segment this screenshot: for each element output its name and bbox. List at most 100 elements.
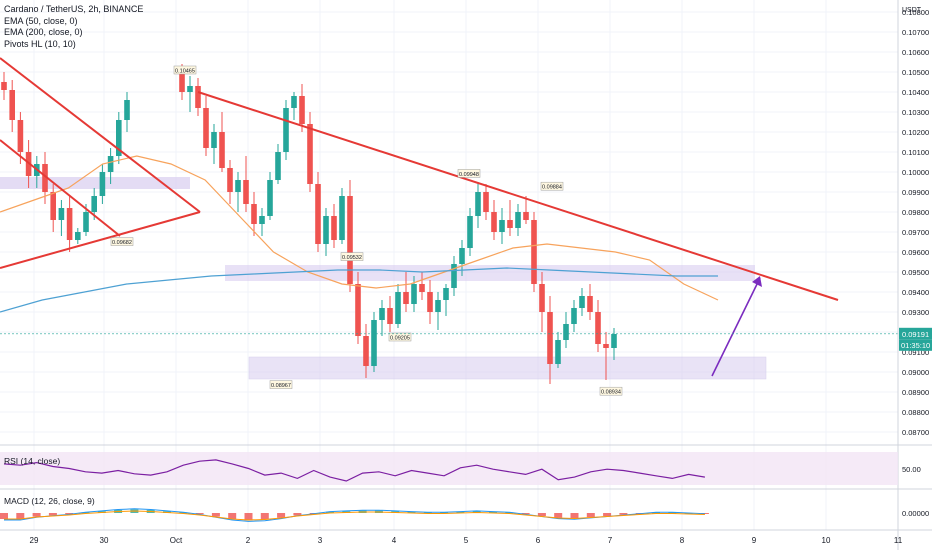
macd-histogram-bar <box>16 513 25 519</box>
time-axis-label: 9 <box>752 536 757 545</box>
candle-body <box>395 292 401 324</box>
macd-histogram-bar <box>179 512 188 514</box>
pivot-label-text: 0.08967 <box>271 383 291 389</box>
macd-histogram-bar <box>668 512 677 514</box>
rsi-label[interactable]: RSI (14, close) <box>4 456 61 466</box>
candle-body <box>124 100 130 120</box>
pivot-label-text: 0.08934 <box>601 390 621 396</box>
macd-histogram-bar <box>277 513 286 518</box>
candle-body <box>371 320 377 366</box>
candle-body <box>363 336 369 366</box>
candle-body <box>251 204 257 224</box>
candle-body <box>235 180 241 192</box>
symbol-title[interactable]: Cardano / TetherUS, 2h, BINANCE <box>4 4 144 14</box>
price-axis-tick: 0.10100 <box>902 148 929 157</box>
candle-body <box>58 208 65 220</box>
macd-histogram-bar <box>48 513 57 516</box>
price-axis-tick: 0.09500 <box>902 268 929 277</box>
wedge-lower-line <box>0 211 201 269</box>
currency-label: USDT <box>902 7 922 14</box>
time-axis-label: 30 <box>100 536 109 545</box>
time-axis-label: 3 <box>318 536 323 545</box>
candle-body <box>219 132 225 168</box>
candle-body <box>17 120 24 152</box>
macd-histogram-bar <box>570 513 579 519</box>
macd-histogram-bar <box>260 513 269 520</box>
channel-line <box>0 139 121 237</box>
candle-body <box>579 296 585 308</box>
candle-body <box>467 216 473 248</box>
price-axis-tick: 0.10600 <box>902 48 929 57</box>
ema50-line <box>0 155 719 301</box>
candle-body <box>475 192 481 216</box>
macd-histogram-bar <box>505 512 514 514</box>
macd-histogram-bar <box>652 512 660 514</box>
candle-body <box>291 96 297 108</box>
macd-histogram-bar <box>195 513 204 515</box>
macd-histogram-bar <box>423 512 432 514</box>
candle-body <box>42 164 48 192</box>
candle-body <box>307 124 313 184</box>
pivot-label-text: 0.09532 <box>342 255 362 261</box>
macd-histogram-bar <box>521 513 530 515</box>
price-axis-tick: 0.09100 <box>902 348 929 357</box>
ema50-legend[interactable]: EMA (50, close, 0) <box>4 15 78 26</box>
macd-signal-line <box>4 510 705 521</box>
candle-body <box>1 82 7 90</box>
candle-body <box>523 212 529 220</box>
pivot-label-text: 0.09682 <box>112 240 132 246</box>
candle-body <box>459 248 465 264</box>
macd-level-label: 0.00000 <box>902 509 929 518</box>
candle-body <box>403 292 409 304</box>
candle-body <box>315 184 321 244</box>
pivot-label-0.09205: 0.09205 <box>388 332 412 342</box>
candle-body <box>539 284 545 312</box>
price-axis-tick: 0.10000 <box>902 168 929 177</box>
pivot-label-text: 0.09205 <box>390 336 410 342</box>
candle-body <box>275 152 281 180</box>
candle-body <box>91 196 97 212</box>
candle-body <box>283 108 289 152</box>
time-axis-label: 2 <box>246 536 251 545</box>
pivot-label-0.08934: 0.08934 <box>599 386 623 396</box>
candle-body <box>443 288 449 300</box>
price-axis-tick: 0.09700 <box>902 228 929 237</box>
candle-body <box>499 220 505 232</box>
zone-bottom <box>248 356 767 380</box>
candle-body <box>419 284 425 292</box>
candle-body <box>595 312 601 344</box>
macd-histogram-bar <box>554 513 563 518</box>
price-axis-tick: 0.09400 <box>902 288 929 297</box>
pivot-label-text: 0.10465 <box>175 69 195 75</box>
macd-histogram-bar <box>440 512 449 514</box>
macd-label[interactable]: MACD (12, 26, close, 9) <box>4 496 95 506</box>
rsi-line <box>3 459 705 482</box>
pivot-label-0.09948: 0.09948 <box>457 169 481 178</box>
last-price-value: 0.09191 <box>902 330 929 339</box>
pivot-label-0.09682: 0.09682 <box>110 237 134 246</box>
arrowhead-icon <box>752 276 762 287</box>
macd-histogram-bar <box>244 513 253 521</box>
macd-histogram-bar <box>65 513 74 515</box>
time-axis-label: 4 <box>392 536 397 545</box>
price-axis-tick: 0.10800 <box>902 8 929 17</box>
macd-histogram-bar <box>0 513 8 519</box>
candle-body <box>531 220 537 284</box>
candle-body <box>75 232 81 240</box>
candle-body <box>435 300 441 312</box>
candle-body <box>331 216 337 240</box>
projection-arrow <box>711 277 761 377</box>
ema200-line <box>0 267 718 313</box>
macd-histogram-bar <box>619 513 628 515</box>
candle-body <box>491 212 497 232</box>
time-axis-label: 29 <box>30 536 39 545</box>
macd-histogram-bar <box>81 512 90 514</box>
pivots-legend[interactable]: Pivots HL (10, 10) <box>4 38 76 49</box>
time-axis-label: Oct <box>170 536 183 545</box>
time-axis-label: 7 <box>608 536 613 545</box>
rsi-level-label: 50.00 <box>902 465 921 474</box>
time-axis-label: 10 <box>822 536 831 545</box>
candle-body <box>451 264 457 288</box>
ema200-legend[interactable]: EMA (200, close, 0) <box>4 27 83 37</box>
